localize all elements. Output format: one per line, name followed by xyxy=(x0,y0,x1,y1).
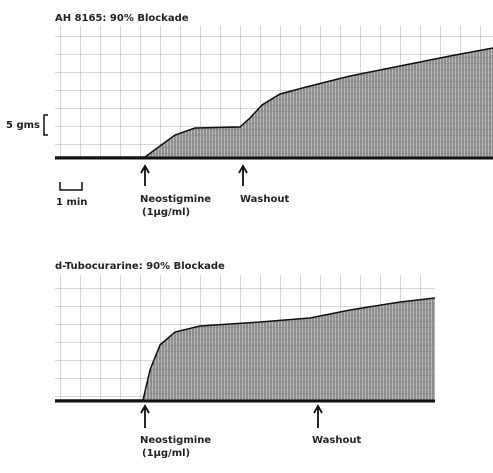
arrow xyxy=(239,166,247,186)
annotation-sublabel: (1μg/ml) xyxy=(142,448,190,459)
page: AH 8165: 90% Blockade 5 gms 1 min Neosti… xyxy=(0,0,493,473)
arrow xyxy=(141,406,149,428)
figure: AH 8165: 90% Blockade 5 gms 1 min Neosti… xyxy=(0,0,493,473)
time-label: 1 min xyxy=(56,197,87,208)
scale-label: 5 gms xyxy=(6,120,40,131)
annotation-label: Neostigmine xyxy=(140,435,211,446)
arrow xyxy=(141,166,149,186)
arrow xyxy=(314,406,322,428)
annotation-label: Washout xyxy=(312,435,361,446)
panel-title: d-Tubocurarine: 90% Blockade xyxy=(55,261,225,272)
time-bar xyxy=(60,182,82,190)
annotation-label: Neostigmine xyxy=(140,194,211,205)
annotation-label: Washout xyxy=(240,194,289,205)
annotation-sublabel: (1μg/ml) xyxy=(142,207,190,218)
panel-title: AH 8165: 90% Blockade xyxy=(55,13,189,24)
scale-bar xyxy=(44,115,48,135)
